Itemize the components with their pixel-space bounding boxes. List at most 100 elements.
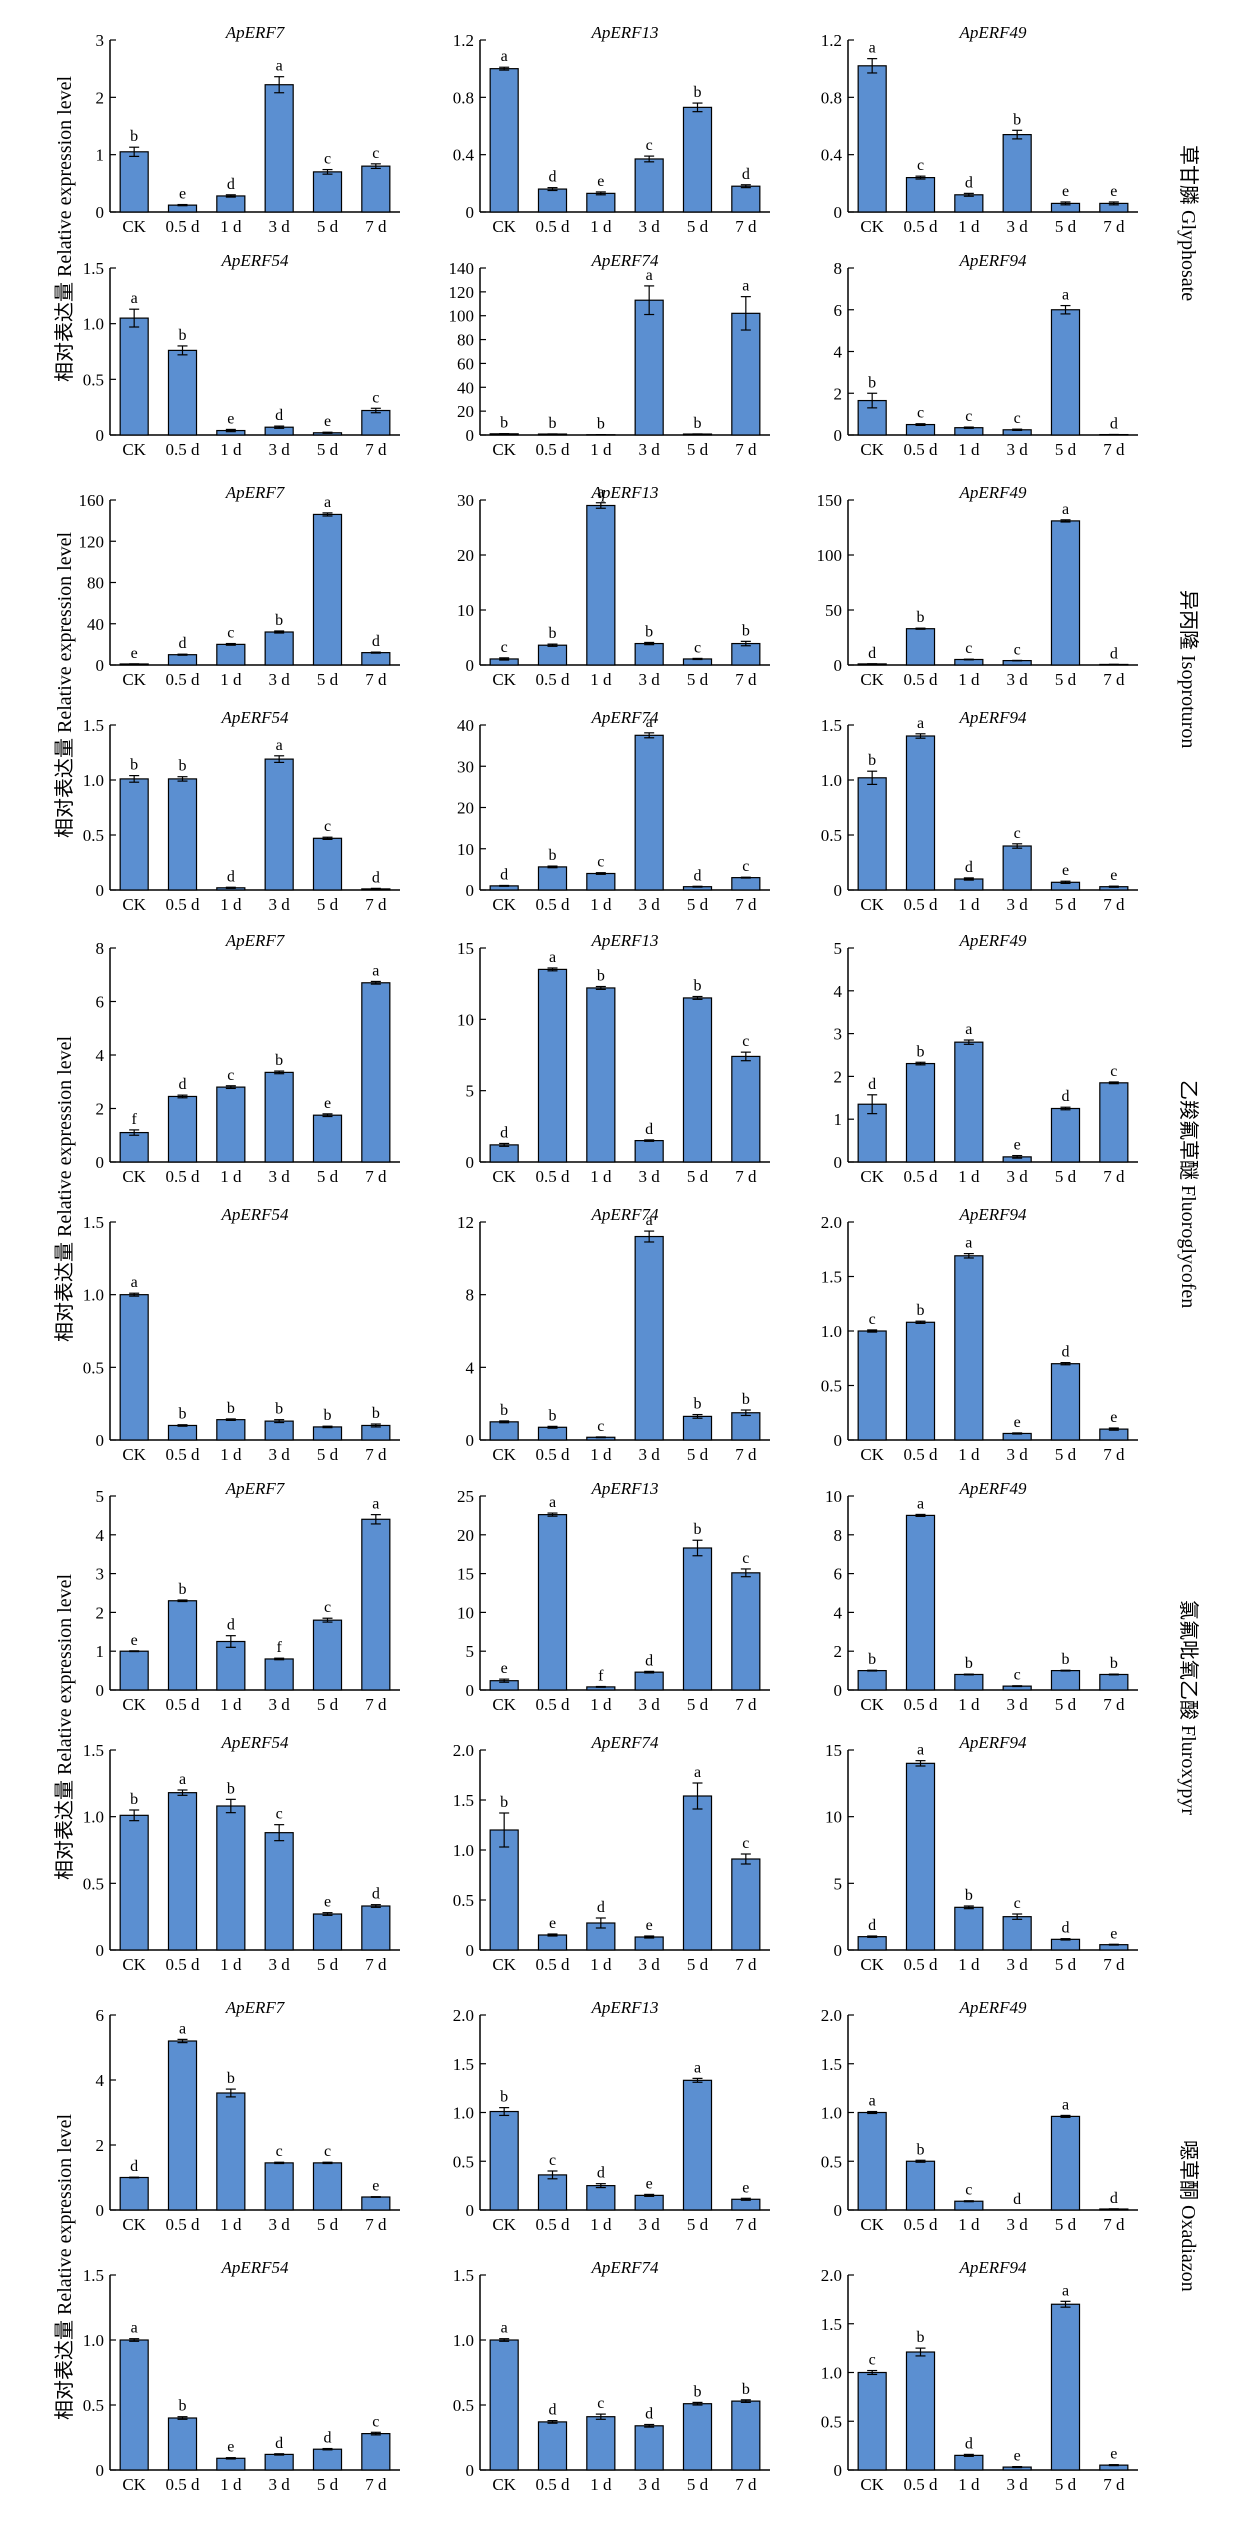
x-tick-label: 5 d [317,895,339,914]
x-tick-label: CK [122,1445,146,1464]
bar [905,1321,936,1441]
y-tick-label: 1.5 [821,2055,842,2074]
bar [216,195,246,213]
y-tick-label: 0 [466,881,475,900]
y-tick-label: 10 [457,840,474,859]
chart-title: ApERF49 [958,23,1027,42]
significance-letter: c [372,145,379,162]
significance-letter: d [179,635,187,652]
x-tick-label: CK [122,1955,146,1974]
chart-panel: ApERF13 0 0.5 1.0 1.5 2.0 b CK c 0.5 d d 1 d e 3 d a 5 … [453,1998,770,2234]
x-tick-label: 5 d [687,1695,709,1714]
x-tick-label: 0.5 d [166,1445,201,1464]
x-tick-label: 0.5 d [536,217,571,236]
treatment-label-fluoroglycofen: 乙羧氟草醚 Fluoroglycofen [1177,1080,1199,1309]
significance-letter: e [131,1632,138,1649]
y-tick-label: 20 [457,546,474,565]
bar [731,877,761,891]
significance-letter: b [130,757,138,774]
x-tick-label: 3 d [269,670,291,689]
x-tick-label: 3 d [269,895,291,914]
y-tick-label: 0 [466,1681,475,1700]
significance-letter: a [597,484,604,501]
x-tick-label: CK [860,440,884,459]
x-tick-label: 5 d [687,217,709,236]
significance-letter: d [227,176,235,193]
significance-letter: b [694,1521,702,1538]
bar [1002,1916,1032,1951]
bar [857,1669,887,1691]
y-tick-label: 1.5 [821,716,842,735]
x-tick-label: 5 d [317,2215,339,2234]
y-tick-label: 0 [834,881,843,900]
bar [264,1420,294,1441]
bar [167,1792,198,1951]
bar [586,987,616,1163]
significance-letter: d [130,2158,138,2175]
significance-letter: b [694,978,702,995]
chart-panel: ApERF74 0 4 8 12 b CK b 0.5 d c 1 d a 3 d b 5 d b 7 d [457,1205,770,1464]
significance-letter: e [1014,2448,1021,2465]
bar [264,631,294,666]
x-tick-label: 0.5 d [904,217,939,236]
chart-title: ApERF94 [958,1205,1027,1224]
x-tick-label: 1 d [590,217,612,236]
y-tick-label: 0.8 [453,88,474,107]
bar [537,866,568,891]
bar [634,299,664,436]
x-tick-label: 0.5 d [166,1695,201,1714]
y-tick-label: 4 [466,1358,475,1377]
x-tick-label: 0.5 d [166,2475,201,2494]
x-tick-label: 1 d [220,1695,242,1714]
chart-panel: ApERF49 0 50 100 150 d CK b 0.5 d c 1 d c 3 d a 5 d d 7 … [817,483,1138,689]
x-tick-label: 1 d [590,1695,612,1714]
y-tick-label: 100 [449,307,475,326]
chart-panel: ApERF7 0 2 4 6 d CK a 0.5 d b 1 d c 3 d c 5 d e 7 d [96,1998,400,2234]
x-tick-label: 7 d [735,1167,757,1186]
bar [264,1071,294,1163]
y-tick-label: 0 [466,1941,475,1960]
x-tick-label: 3 d [269,1955,291,1974]
y-tick-label: 0 [466,2461,475,2480]
significance-letter: a [965,1021,972,1038]
bar [954,1041,984,1163]
x-tick-label: 3 d [639,440,661,459]
x-tick-label: 5 d [687,440,709,459]
bar [119,1131,149,1163]
significance-letter: a [917,715,924,732]
significance-letter: b [917,2329,925,2346]
x-tick-label: 1 d [958,2215,980,2234]
x-tick-label: 1 d [220,2475,242,2494]
significance-letter: b [549,625,557,642]
x-tick-label: CK [122,895,146,914]
x-tick-label: 5 d [687,2475,709,2494]
y-tick-label: 0.5 [821,2152,842,2171]
significance-letter: f [277,1639,283,1656]
bar [586,504,616,666]
y-tick-label: 1.0 [83,771,104,790]
significance-letter: a [1062,501,1069,518]
x-tick-label: 1 d [590,670,612,689]
x-tick-label: CK [122,217,146,236]
significance-letter: d [1110,415,1118,432]
significance-letter: a [372,1496,379,1513]
chart-panel: ApERF54 0 0.5 1.0 1.5 a CK b 0.5 d e 1 d d 3 d e 5 d c 7… [83,251,400,459]
x-tick-label: 3 d [269,2215,291,2234]
x-tick-label: 3 d [1007,440,1029,459]
y-tick-label: 0.5 [821,826,842,845]
x-tick-label: 0.5 d [166,2215,201,2234]
treatment-label-isoproturon: 异丙隆 Isoproturon [1177,590,1199,749]
significance-letter: c [742,1033,749,1050]
chart-panel: ApERF7 0 2 4 6 8 f CK d 0.5 d c 1 d b 3 d e 5 d a 7 d [96,931,400,1186]
chart-title: ApERF74 [590,708,659,727]
x-tick-label: 1 d [220,217,242,236]
x-tick-label: 1 d [220,1167,242,1186]
significance-letter: a [869,2093,876,2110]
y-tick-label: 2.0 [453,1741,474,1760]
significance-letter: a [276,58,283,75]
significance-letter: c [276,1806,283,1823]
significance-letter: b [917,1302,925,1319]
significance-letter: d [1110,2190,1118,2207]
significance-letter: b [742,2381,750,2398]
bar [489,1421,519,1441]
